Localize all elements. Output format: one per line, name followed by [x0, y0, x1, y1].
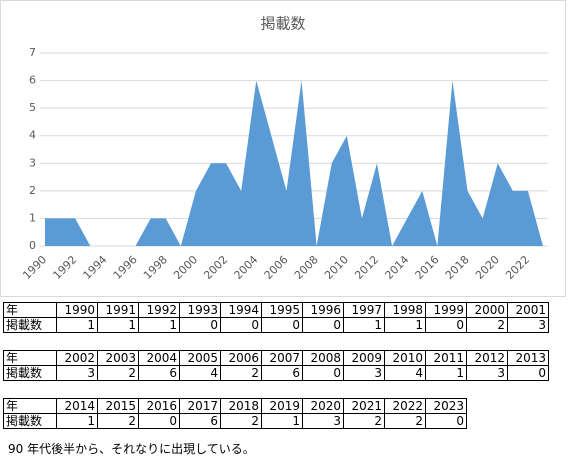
table-cell: 2021	[343, 398, 385, 414]
table-row: 掲載数 1 2 0 6 2 1 3 2 2 0	[3, 413, 467, 429]
table-cell: 2017	[179, 398, 221, 414]
table-cell: 3	[302, 413, 344, 429]
table-cell: 1	[384, 317, 426, 333]
y-tick-label: 7	[29, 46, 36, 59]
table-cell: 2006	[220, 350, 262, 366]
table-cell: 年	[3, 398, 57, 414]
table-row: 年 2002 2003 2004 2005 2006 2007 2008 2009 2010 201…	[3, 350, 549, 366]
table-cell: 4	[384, 365, 426, 381]
table-cell: 1	[56, 317, 98, 333]
table-cell: 3	[56, 365, 98, 381]
table-cell: 3	[507, 317, 549, 333]
table-cell: 2010	[384, 350, 426, 366]
y-tick-label: 1	[29, 211, 36, 224]
table-row: 年 2014 2015 2016 2017 2018 2019 2020 2021 2022 202…	[3, 398, 467, 414]
table-cell: 1995	[261, 302, 303, 318]
table-cell: 2012	[466, 350, 508, 366]
table-row: 年 1990 1991 1992 1993 1994 1995 1996 1997 1998 199…	[3, 302, 549, 318]
table-cell: 2019	[261, 398, 303, 414]
table-cell: 2	[466, 317, 508, 333]
y-tick-label: 4	[29, 129, 36, 142]
table-cell: 3	[466, 365, 508, 381]
table-cell: 2016	[138, 398, 180, 414]
table-cell: 2022	[384, 398, 426, 414]
table-cell: 1998	[384, 302, 426, 318]
table-cell: 0	[302, 317, 344, 333]
y-tick-label: 3	[29, 156, 36, 169]
area	[45, 80, 543, 246]
y-tick-label: 6	[29, 74, 36, 87]
y-tick-label: 2	[29, 184, 36, 197]
table-cell: 2001	[507, 302, 549, 318]
table-cell: 1994	[220, 302, 262, 318]
table-cell: 0	[179, 317, 221, 333]
table-cell: 2	[220, 413, 262, 429]
table-cell: 2	[343, 413, 385, 429]
table-cell: 0	[138, 413, 180, 429]
table-cell: 1997	[343, 302, 385, 318]
table-cell: 2	[97, 413, 139, 429]
caption: 90 年代後半から、それなりに出現している。	[8, 442, 255, 456]
table-cell: 2008	[302, 350, 344, 366]
table-cell: 1990	[56, 302, 98, 318]
table-cell: 2009	[343, 350, 385, 366]
table-cell: 4	[179, 365, 221, 381]
table-cell: 3	[343, 365, 385, 381]
table-cell: 2011	[425, 350, 467, 366]
table-cell: 2015	[97, 398, 139, 414]
table-cell: 6	[179, 413, 221, 429]
table-cell: 2007	[261, 350, 303, 366]
table-cell: 6	[261, 365, 303, 381]
data-table: 年 1990 1991 1992 1993 1994 1995 1996 1997 1998 199…	[3, 302, 549, 333]
table-cell: 2005	[179, 350, 221, 366]
table-cell: 掲載数	[3, 413, 57, 429]
table-cell: 2	[97, 365, 139, 381]
table-cell: 0	[302, 365, 344, 381]
table-cell: 1	[261, 413, 303, 429]
y-tick-label: 0	[29, 239, 36, 252]
table-cell: 2013	[507, 350, 549, 366]
table-cell: 2002	[56, 350, 98, 366]
table-cell: 0	[220, 317, 262, 333]
table-cell: 2	[384, 413, 426, 429]
table-cell: 1993	[179, 302, 221, 318]
y-tick-label: 5	[29, 101, 36, 114]
table-cell: 1996	[302, 302, 344, 318]
table-cell: 0	[425, 317, 467, 333]
table-cell: 1999	[425, 302, 467, 318]
table-cell: 年	[3, 350, 57, 366]
table-cell: 0	[261, 317, 303, 333]
table-cell: 0	[425, 413, 467, 429]
table-cell: 1992	[138, 302, 180, 318]
table-cell: 1991	[97, 302, 139, 318]
table-cell: 6	[138, 365, 180, 381]
table-cell: 1	[343, 317, 385, 333]
data-table: 年 2002 2003 2004 2005 2006 2007 2008 2009 2010 201…	[3, 350, 549, 381]
table-cell: 2023	[425, 398, 467, 414]
table-cell: 0	[507, 365, 549, 381]
table-cell: 2	[220, 365, 262, 381]
table-cell: 1	[138, 317, 180, 333]
table-cell: 2020	[302, 398, 344, 414]
table-cell: 2000	[466, 302, 508, 318]
data-table: 年 2014 2015 2016 2017 2018 2019 2020 2021 2022 202…	[3, 398, 467, 429]
table-cell: 掲載数	[3, 365, 57, 381]
table-cell: 2014	[56, 398, 98, 414]
table-cell: 1	[425, 365, 467, 381]
table-cell: 1	[97, 317, 139, 333]
chart-title: 掲載数	[260, 15, 305, 33]
table-cell: 1	[56, 413, 98, 429]
table-cell: 年	[3, 302, 57, 318]
table-cell: 掲載数	[3, 317, 57, 333]
table-row: 掲載数 1 1 1 0 0 0 0 1 1 0 2 3	[3, 317, 549, 333]
table-cell: 2018	[220, 398, 262, 414]
table-cell: 2003	[97, 350, 139, 366]
chart-frame	[0, 0, 566, 297]
table-cell: 2004	[138, 350, 180, 366]
table-row: 掲載数 3 2 6 4 2 6 0 3 4 1 3 0	[3, 365, 549, 381]
